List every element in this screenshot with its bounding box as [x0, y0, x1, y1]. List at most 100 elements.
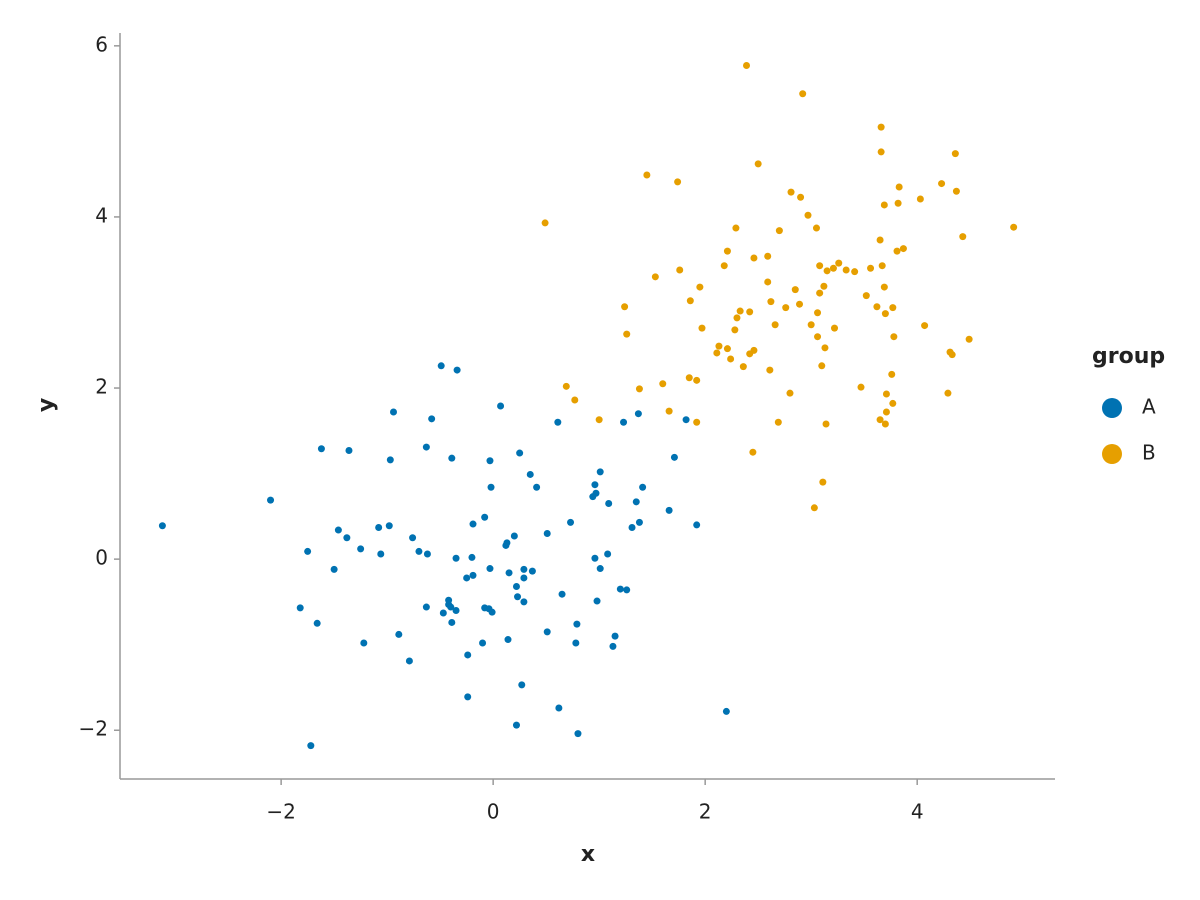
point [888, 370, 896, 378]
point [510, 532, 518, 540]
point [593, 597, 601, 605]
point [634, 410, 642, 418]
point [882, 408, 890, 416]
point [764, 278, 772, 286]
point [814, 333, 822, 341]
point [816, 262, 824, 270]
point [890, 333, 898, 341]
point [948, 351, 956, 359]
point [518, 681, 526, 689]
point [787, 188, 795, 196]
point [895, 183, 903, 191]
x-tick-label: 4 [911, 800, 924, 824]
point [158, 522, 166, 530]
point [921, 322, 929, 330]
point [330, 565, 338, 573]
point [686, 297, 694, 305]
point [437, 362, 445, 370]
point [829, 264, 837, 272]
point [469, 571, 477, 579]
point [447, 603, 455, 611]
point [334, 526, 342, 534]
point [771, 321, 779, 329]
point [693, 376, 701, 384]
point [835, 259, 843, 267]
point [796, 300, 804, 308]
point [951, 150, 959, 158]
point [676, 266, 684, 274]
point [296, 604, 304, 612]
point [659, 380, 667, 388]
point [698, 324, 706, 332]
point [488, 608, 496, 616]
point [377, 550, 385, 558]
point [877, 148, 885, 156]
point [754, 160, 762, 168]
y-axis-label: y [34, 398, 59, 412]
point [831, 324, 839, 332]
point [452, 554, 460, 562]
point [767, 298, 775, 306]
point [880, 201, 888, 209]
point [873, 303, 881, 311]
point [345, 446, 353, 454]
point [468, 553, 476, 561]
point [720, 262, 728, 270]
point [766, 366, 774, 374]
y-tick-label: −2 [79, 717, 108, 741]
point [916, 195, 924, 203]
point [505, 569, 513, 577]
point [682, 416, 690, 424]
y-tick-label: 0 [95, 546, 108, 570]
point [390, 408, 398, 416]
point [453, 366, 461, 374]
point [899, 245, 907, 253]
legend-swatch [1102, 398, 1122, 418]
point [439, 609, 447, 617]
point [764, 252, 772, 260]
point [878, 262, 886, 270]
point [486, 565, 494, 573]
point [746, 308, 754, 316]
point [486, 457, 494, 465]
point [965, 335, 973, 343]
point [665, 506, 673, 514]
point [479, 639, 487, 647]
point [463, 574, 471, 582]
point [464, 651, 472, 659]
point [555, 704, 563, 712]
point [782, 304, 790, 312]
point [514, 593, 522, 601]
point [343, 534, 351, 542]
point [448, 454, 456, 462]
point [448, 618, 456, 626]
point [395, 630, 403, 638]
point [739, 363, 747, 371]
point [938, 180, 946, 188]
point [512, 721, 520, 729]
point [952, 187, 960, 195]
point [520, 574, 528, 582]
point [693, 521, 701, 529]
point [574, 730, 582, 738]
point [572, 639, 580, 647]
point [423, 550, 431, 558]
point [589, 493, 597, 501]
point [313, 619, 321, 627]
point [567, 518, 575, 526]
legend-title: group [1092, 344, 1165, 369]
point [882, 390, 890, 398]
point [867, 264, 875, 272]
point [877, 123, 885, 131]
point [409, 534, 417, 542]
point [616, 585, 624, 593]
point [554, 418, 562, 426]
point [743, 62, 751, 70]
point [674, 178, 682, 186]
point [621, 303, 629, 311]
point [685, 374, 693, 382]
point [611, 632, 619, 640]
legend-label: B [1142, 441, 1156, 465]
x-tick-label: 2 [699, 800, 712, 824]
